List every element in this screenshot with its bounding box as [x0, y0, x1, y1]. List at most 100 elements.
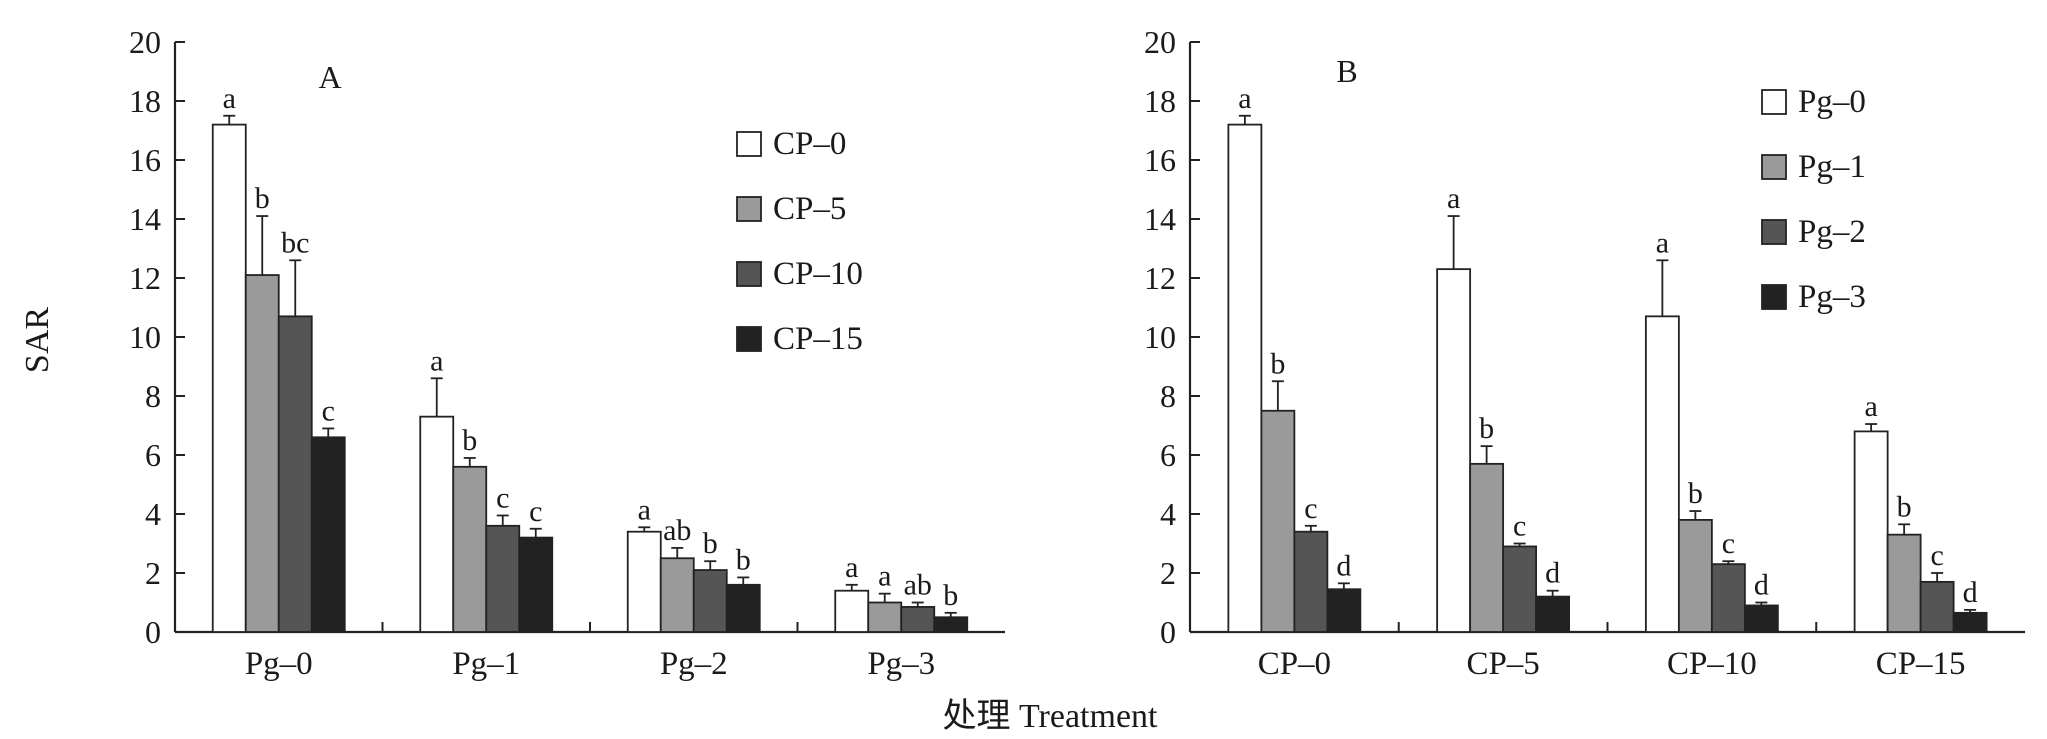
- x-tick-label: CP–0: [1258, 646, 1331, 682]
- bar: [452, 465, 488, 633]
- panel-label: A: [318, 59, 341, 95]
- significance-label: a: [1447, 182, 1460, 215]
- bar: [933, 616, 969, 633]
- bar: [518, 536, 554, 633]
- y-tick-label: 18: [129, 83, 161, 119]
- bar: [1326, 588, 1362, 633]
- significance-label: b: [703, 527, 718, 560]
- y-tick-label: 8: [1160, 378, 1176, 414]
- bar: [834, 589, 870, 633]
- y-tick-label: 4: [1160, 496, 1176, 532]
- significance-label: a: [223, 82, 236, 115]
- significance-label: a: [1864, 390, 1877, 423]
- bar: [1677, 519, 1713, 633]
- significance-label: b: [736, 543, 751, 576]
- significance-label: a: [1238, 82, 1251, 115]
- significance-label: d: [1754, 569, 1769, 602]
- chart-panel-b: 02468101214161820BCP–0abcdCP–5abcdCP–10a…: [1144, 24, 2025, 682]
- y-tick-label: 16: [129, 142, 161, 178]
- significance-label: c: [1304, 492, 1317, 525]
- y-tick-label: 10: [1144, 319, 1176, 355]
- bar: [626, 530, 662, 633]
- bar: [485, 524, 521, 633]
- bar: [1952, 611, 1988, 633]
- y-tick-label: 14: [129, 201, 161, 237]
- bar: [1436, 268, 1472, 633]
- significance-label: b: [1897, 490, 1912, 523]
- y-tick-label: 0: [145, 614, 161, 650]
- y-tick-label: 0: [1160, 614, 1176, 650]
- legend-swatch: [1761, 219, 1787, 245]
- legend-label: CP–15: [773, 321, 863, 357]
- bar: [1469, 462, 1505, 633]
- bar: [1886, 533, 1922, 633]
- bar: [1710, 563, 1746, 633]
- y-tick-label: 14: [1144, 201, 1176, 237]
- y-tick-label: 16: [1144, 142, 1176, 178]
- significance-label: a: [638, 493, 651, 526]
- significance-label: ab: [904, 569, 932, 602]
- y-tick-label: 12: [129, 260, 161, 296]
- legend-swatch: [1761, 89, 1787, 115]
- bar: [1644, 315, 1680, 633]
- x-tick-label: Pg–1: [452, 646, 520, 682]
- y-tick-label: 6: [1160, 437, 1176, 473]
- significance-label: c: [529, 495, 542, 528]
- legend-label: CP–10: [773, 256, 863, 292]
- significance-label: c: [1722, 527, 1735, 560]
- significance-label: b: [462, 424, 477, 457]
- legend-label: Pg–3: [1798, 279, 1866, 315]
- legend: CP–0 CP–5 CP–10 CP–15: [736, 126, 863, 357]
- significance-label: d: [1545, 557, 1560, 590]
- legend-swatch: [736, 326, 762, 352]
- x-tick-label: CP–5: [1466, 646, 1539, 682]
- legend: Pg–0 Pg–1 Pg–2 Pg–3: [1761, 84, 1866, 315]
- significance-label: c: [1513, 510, 1526, 543]
- x-tick-label: CP–10: [1667, 646, 1757, 682]
- significance-label: d: [1336, 549, 1351, 582]
- significance-label: c: [1930, 539, 1943, 572]
- bar: [1293, 530, 1329, 633]
- x-tick-label: Pg–3: [867, 646, 935, 682]
- bar: [244, 274, 280, 633]
- y-tick-label: 6: [145, 437, 161, 473]
- y-tick-label: 18: [1144, 83, 1176, 119]
- y-tick-label: 8: [145, 378, 161, 414]
- legend-swatch: [736, 196, 762, 222]
- bar: [211, 123, 247, 633]
- bar: [419, 415, 455, 633]
- bar: [1743, 604, 1779, 633]
- y-tick-label: 4: [145, 496, 161, 532]
- significance-label: a: [1656, 226, 1669, 259]
- y-tick-label: 20: [129, 24, 161, 60]
- y-tick-label: 12: [1144, 260, 1176, 296]
- legend-swatch: [736, 131, 762, 157]
- legend-swatch: [1761, 154, 1787, 180]
- significance-label: d: [1963, 576, 1978, 609]
- bar: [900, 606, 936, 633]
- bar: [659, 557, 695, 633]
- x-axis-label: 处理 Treatment: [942, 698, 1158, 735]
- legend-label: Pg–1: [1798, 149, 1866, 185]
- significance-label: b: [255, 182, 270, 215]
- legend-label: Pg–0: [1798, 84, 1866, 120]
- bar: [310, 436, 346, 633]
- bar: [277, 315, 313, 633]
- significance-label: ab: [663, 514, 691, 547]
- legend-label: Pg–2: [1798, 214, 1866, 250]
- significance-label: c: [496, 481, 509, 514]
- x-tick-label: Pg–0: [245, 646, 313, 682]
- significance-label: a: [430, 344, 443, 377]
- y-tick-label: 2: [145, 555, 161, 591]
- significance-label: b: [943, 579, 958, 612]
- bar: [1919, 580, 1955, 633]
- bar: [867, 601, 903, 633]
- significance-label: bc: [281, 226, 309, 259]
- significance-label: b: [1688, 477, 1703, 510]
- legend-swatch: [736, 261, 762, 287]
- significance-label: b: [1270, 347, 1285, 380]
- bar: [1502, 545, 1538, 633]
- bar: [692, 569, 728, 633]
